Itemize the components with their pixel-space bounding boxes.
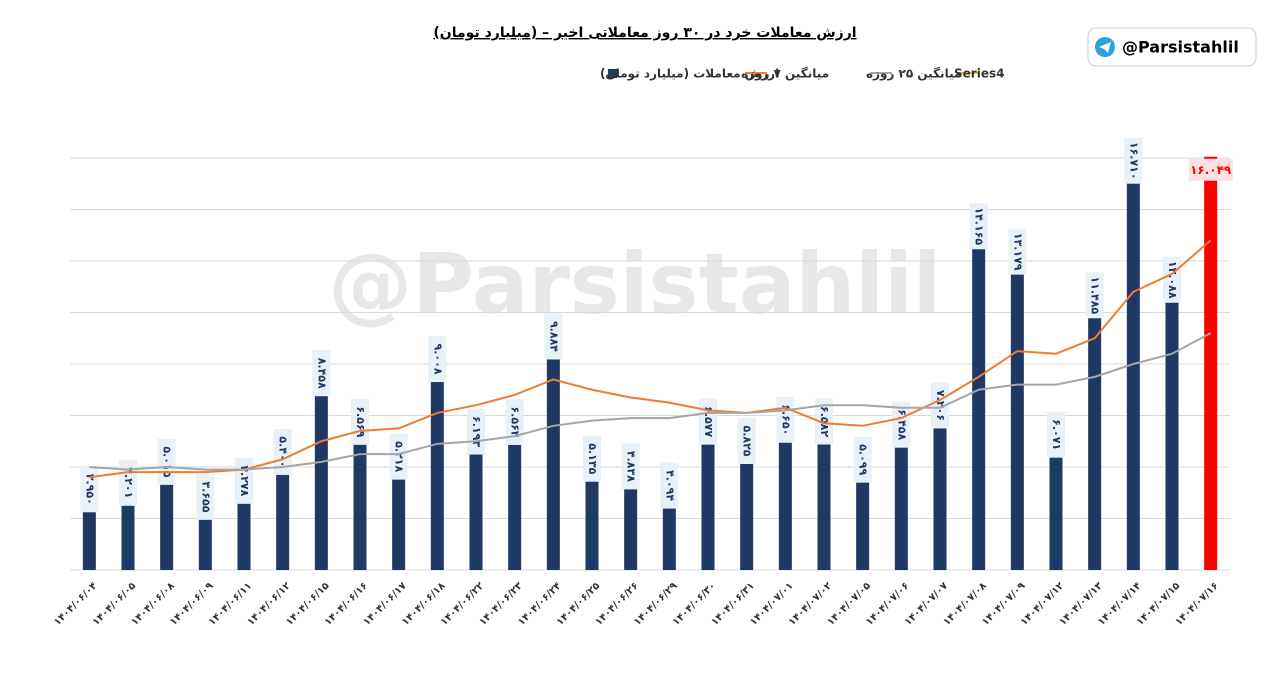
value-label-box xyxy=(815,398,833,445)
value-label: ۵.۱۳۵ xyxy=(586,443,599,474)
value-label-box xyxy=(157,438,176,485)
value-label: ۹.۸۸۴ xyxy=(547,321,560,352)
value-label-box xyxy=(544,313,563,360)
bar xyxy=(430,338,444,570)
bar xyxy=(546,315,560,570)
watermark: @Parsistahlil xyxy=(328,235,941,333)
value-label-box xyxy=(1163,256,1181,303)
value-label-box xyxy=(969,203,988,250)
value-label: ۶.۰۷۱ xyxy=(1050,419,1063,450)
value-label-box xyxy=(737,418,756,465)
value-label: ۴.۲۷۸ xyxy=(238,465,251,496)
line xyxy=(89,332,1212,471)
bar xyxy=(1165,258,1179,570)
value-label-box xyxy=(892,401,911,448)
chart-title: ارزش معاملات خرد در ۳۰ روز معاملاتی اخیر… xyxy=(433,25,856,41)
value-label-box xyxy=(196,473,215,520)
value-label: ۶.۶۵۰ xyxy=(779,404,792,435)
value-label-box xyxy=(621,443,640,490)
value-label: ۱۶.۷۱۰ xyxy=(1127,142,1140,180)
value-label-box xyxy=(660,462,679,509)
value-label-box xyxy=(931,382,949,429)
value-label: ۵.۸۲۵ xyxy=(741,425,754,456)
value-label: ۶.۵۶۴ xyxy=(509,406,522,437)
value-label: ۳.۹۵۰ xyxy=(83,474,96,505)
value-label: ۴.۲۰۱ xyxy=(122,467,135,498)
badge-box xyxy=(1087,27,1257,67)
value-label: ۴.۰۹۴ xyxy=(663,470,676,501)
value-label: ۸.۴۵۸ xyxy=(315,358,328,389)
bar xyxy=(933,384,947,570)
legend-label: میانگین ۷ روزه xyxy=(741,67,829,82)
bar xyxy=(1088,274,1102,570)
value-label: ۹.۰۰۸ xyxy=(431,344,444,375)
line xyxy=(89,239,1212,479)
value-label: ۱۳.۱۷۹ xyxy=(1011,233,1024,271)
value-label: ۴.۸۳۸ xyxy=(625,451,638,482)
value-label: ۳.۶۵۵ xyxy=(199,481,212,512)
legend-swatch xyxy=(608,69,617,78)
value-label: ۱۱.۴۸۵ xyxy=(1089,276,1102,314)
value-label: ۶.۵۸۲ xyxy=(818,406,831,437)
value-label-box xyxy=(1085,272,1104,319)
telegram-plane xyxy=(1099,42,1111,53)
value-label-box xyxy=(505,398,524,445)
value-label: ۵.۰۱۵ xyxy=(161,446,174,477)
bar xyxy=(1010,230,1024,570)
value-label: ۶.۱۹۳ xyxy=(470,416,483,447)
badge-text: @Parsistahlil xyxy=(1122,38,1239,57)
value-label-box xyxy=(80,466,99,513)
value-label-box xyxy=(853,436,872,483)
value-label-box xyxy=(1008,228,1027,275)
value-label-box xyxy=(273,428,292,475)
value-label: ۱۲.۰۸۸ xyxy=(1166,261,1179,299)
value-label-box xyxy=(351,398,369,445)
value-label: ۱۶.۰۴۹ xyxy=(1190,163,1232,177)
value-label: ۵.۰۹۹ xyxy=(857,444,870,475)
legend-label: ارزش معاملات (میلیارد تومان) xyxy=(600,67,779,82)
value-label-box xyxy=(1047,411,1065,458)
value-label: ۶.۴۵۸ xyxy=(895,409,908,440)
value-label-box xyxy=(467,408,485,455)
value-label-box xyxy=(428,336,447,383)
value-label-box xyxy=(1124,137,1143,184)
value-label-box xyxy=(583,435,601,482)
value-label: ۵.۲۱۸ xyxy=(393,441,406,472)
bar xyxy=(1204,156,1218,570)
value-label-box xyxy=(389,433,408,480)
value-label-box xyxy=(312,350,331,397)
value-label: ۵.۴۰۰ xyxy=(277,436,290,467)
legend-label: میانگین ۲۵ روزه xyxy=(866,67,961,82)
bar xyxy=(1126,139,1140,570)
value-label-box xyxy=(1188,158,1233,181)
bar xyxy=(972,205,986,570)
legend-label: Series4 xyxy=(954,67,1004,81)
value-label: ۱۴.۱۶۵ xyxy=(973,207,986,245)
